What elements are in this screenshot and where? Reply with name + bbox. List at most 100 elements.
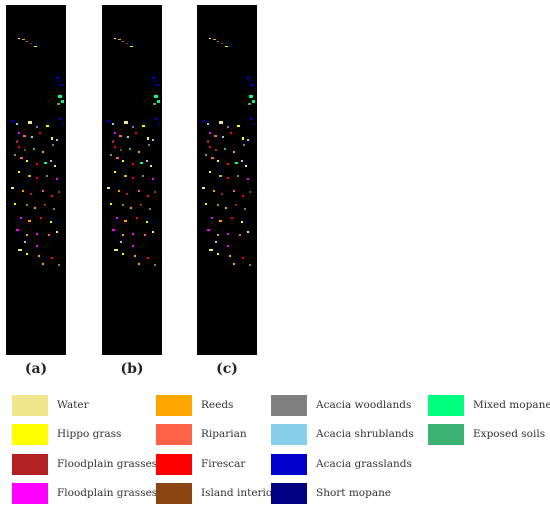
labelled-pixel	[57, 103, 60, 105]
labelled-pixel	[16, 140, 18, 143]
labelled-pixel	[127, 136, 129, 138]
labelled-pixel	[149, 208, 151, 210]
labelled-pixel	[26, 253, 28, 255]
labelled-pixel	[36, 233, 38, 235]
labelled-pixel	[46, 175, 48, 177]
legend-swatch	[271, 453, 307, 475]
labelled-pixel	[217, 160, 219, 162]
legend-item-water: Water	[12, 394, 89, 416]
labelled-pixel	[217, 253, 219, 255]
labelled-pixel	[247, 139, 249, 141]
labelled-pixel	[154, 191, 156, 193]
labelled-pixel	[245, 165, 247, 167]
labelled-pixel	[231, 217, 233, 219]
labelled-pixel	[36, 245, 38, 247]
labelled-pixel	[248, 103, 251, 105]
labelled-pixel	[209, 249, 213, 251]
labelled-pixel	[132, 177, 134, 179]
labelled-pixel	[30, 193, 32, 195]
legend-label: Island interior	[201, 487, 278, 499]
labelled-pixel	[58, 95, 62, 98]
labelled-pixel	[235, 204, 237, 206]
labelled-pixel	[58, 264, 60, 266]
legend-item-riparian: Riparian	[156, 423, 247, 445]
labelled-pixel	[18, 171, 20, 173]
labelled-pixel	[118, 190, 120, 192]
legend-item-reeds: Reeds	[156, 394, 233, 416]
panel-label-b: (b)	[120, 361, 144, 377]
labelled-pixel	[16, 229, 19, 231]
labelled-pixel	[249, 80, 251, 82]
labelled-pixel	[53, 208, 55, 210]
labelled-pixel	[202, 120, 205, 122]
legend-label: Riparian	[201, 428, 247, 440]
labelled-pixel	[51, 257, 53, 259]
labelled-pixel	[247, 178, 249, 180]
labelled-pixel	[26, 41, 28, 42]
legend-label: Reeds	[201, 399, 234, 411]
labelled-pixel	[112, 123, 114, 125]
labelled-pixel	[56, 231, 58, 233]
legend-label: Acacia grasslands	[316, 458, 412, 470]
labelled-pixel	[122, 204, 124, 206]
labelled-pixel	[24, 149, 26, 151]
legend-label: Firescar	[201, 458, 246, 470]
labelled-pixel	[213, 39, 216, 40]
labelled-pixel	[56, 139, 58, 141]
labelled-pixel	[112, 140, 114, 143]
labelled-pixel	[154, 95, 158, 98]
labelled-pixel	[18, 146, 20, 148]
labelled-pixel	[150, 165, 152, 167]
labelled-pixel	[24, 241, 26, 243]
legend-swatch	[271, 394, 307, 416]
legend-label: Mixed mopane	[473, 399, 550, 411]
labelled-pixel	[130, 207, 132, 209]
labelled-pixel	[135, 132, 137, 134]
labelled-pixel	[158, 123, 160, 125]
labelled-pixel	[62, 123, 64, 125]
labelled-pixel	[34, 46, 37, 47]
labelled-pixel	[152, 178, 154, 180]
labelled-pixel	[60, 84, 63, 86]
labelled-pixel	[42, 151, 44, 153]
legend-swatch	[12, 482, 48, 504]
labelled-pixel	[31, 136, 33, 138]
labelled-pixel	[154, 80, 156, 82]
labelled-pixel	[253, 123, 255, 125]
labelled-pixel	[22, 190, 24, 192]
labelled-pixel	[42, 190, 44, 192]
labelled-pixel	[36, 177, 38, 179]
legend-label: Hippo grass	[57, 428, 122, 440]
legend-swatch	[156, 482, 192, 504]
labelled-pixel	[207, 229, 210, 231]
legend-item-acacia-woodlands: Acacia woodlands	[271, 394, 411, 416]
labelled-pixel	[154, 264, 156, 266]
labelled-pixel	[124, 220, 127, 222]
classification-map-c	[197, 5, 257, 355]
labelled-pixel	[28, 121, 32, 124]
labelled-pixel	[122, 160, 124, 162]
labelled-pixel	[215, 241, 217, 243]
labelled-pixel	[36, 126, 38, 128]
labelled-pixel	[207, 140, 209, 143]
labelled-pixel	[227, 126, 229, 128]
labelled-pixel	[132, 126, 134, 128]
legend-item-acacia-shrublands: Acacia shrublands	[271, 423, 414, 445]
labelled-pixel	[44, 204, 46, 206]
labelled-pixel	[217, 41, 219, 42]
labelled-pixel	[152, 231, 154, 233]
legend-swatch	[12, 394, 48, 416]
labelled-pixel	[112, 229, 115, 231]
labelled-pixel	[30, 43, 32, 44]
labelled-pixel	[120, 149, 122, 151]
labelled-pixel	[214, 135, 217, 137]
labelled-pixel	[224, 148, 226, 150]
labelled-pixel	[18, 132, 20, 134]
labelled-pixel	[217, 234, 219, 236]
labelled-pixel	[39, 132, 41, 134]
labelled-pixel	[152, 139, 154, 141]
labelled-pixel	[110, 203, 112, 205]
map-canvas-c	[202, 38, 255, 266]
labelled-pixel	[116, 217, 118, 219]
labelled-pixel	[122, 234, 124, 236]
